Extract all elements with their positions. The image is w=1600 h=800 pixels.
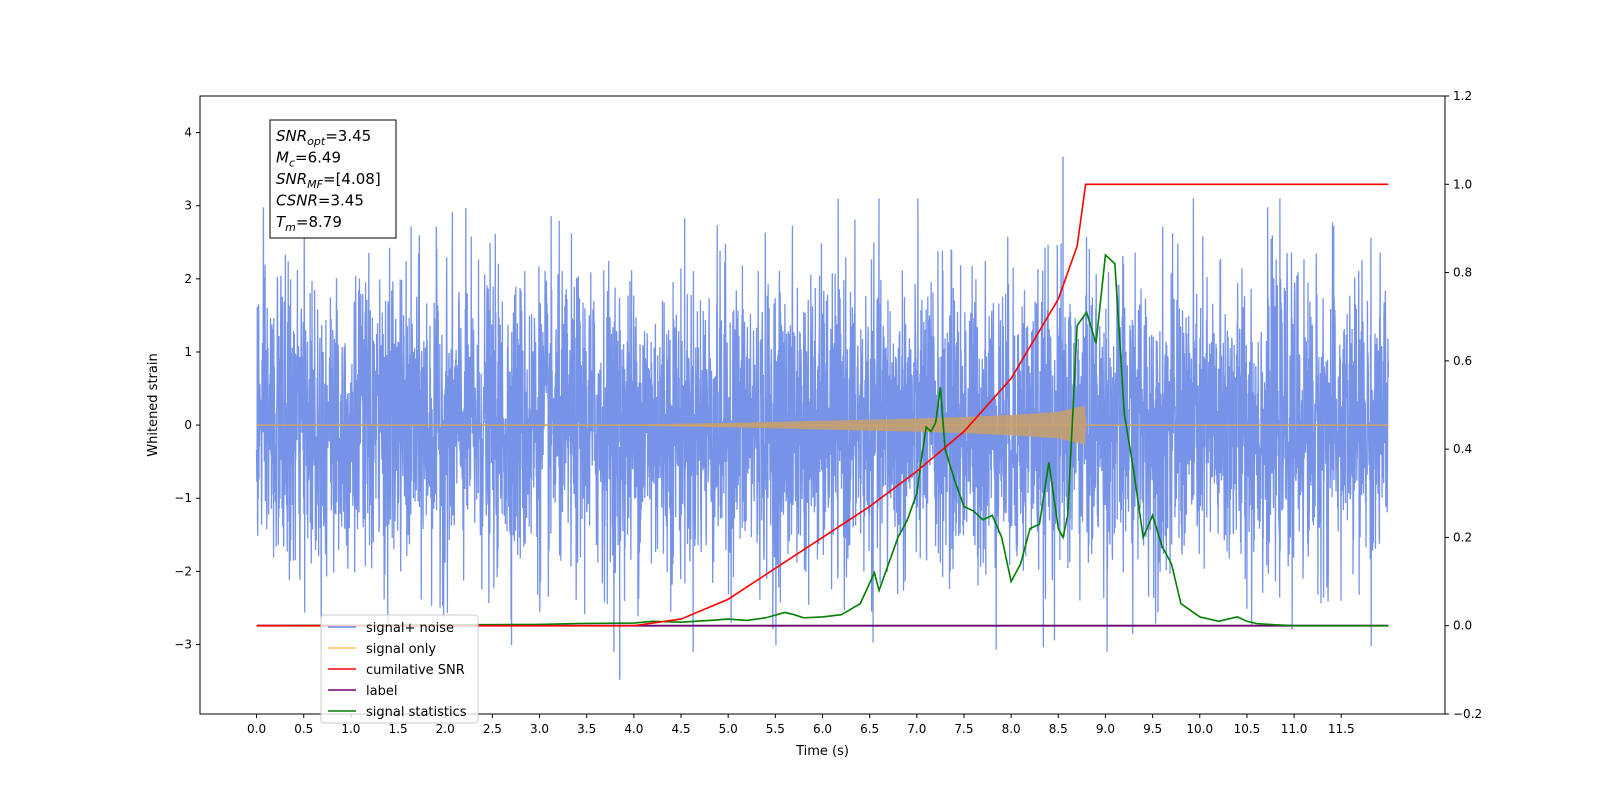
series-cumulative-snr bbox=[256, 183, 1389, 627]
x-tick-label: 2.5 bbox=[483, 722, 502, 736]
x-tick-label: 2.0 bbox=[436, 722, 455, 736]
x-tick-label: 1.5 bbox=[389, 722, 408, 736]
y-left-tick-label: 3 bbox=[184, 199, 192, 213]
x-tick-label: 3.5 bbox=[577, 722, 596, 736]
y-right-tick-label: 0.2 bbox=[1453, 530, 1472, 544]
x-tick-label: 9.0 bbox=[1096, 722, 1115, 736]
x-tick-label: 4.5 bbox=[671, 722, 690, 736]
x-tick-label: 0.5 bbox=[294, 722, 313, 736]
y-left-tick-label: −2 bbox=[174, 564, 192, 578]
x-tick-label: 8.0 bbox=[1002, 722, 1021, 736]
legend-entry: label bbox=[366, 684, 397, 699]
x-axis-label: Time (s) bbox=[795, 744, 849, 759]
y-right-tick-label: 0.0 bbox=[1453, 619, 1472, 633]
info-csnr: CSNR=3.45 bbox=[276, 192, 364, 210]
x-tick-label: 6.5 bbox=[860, 722, 879, 736]
info-snr-opt: SNRopt=3.45 bbox=[276, 127, 371, 148]
x-tick-label: 11.0 bbox=[1281, 722, 1308, 736]
plot-area bbox=[255, 156, 1390, 680]
info-mc: Mc=6.49 bbox=[276, 149, 341, 170]
legend-entry: cumilative SNR bbox=[366, 663, 465, 678]
y-right-tick-label: 0.8 bbox=[1453, 266, 1472, 280]
x-tick-label: 10.5 bbox=[1234, 722, 1261, 736]
y-right-tick-label: 1.2 bbox=[1453, 89, 1472, 103]
x-tick-label: 3.0 bbox=[530, 722, 549, 736]
legend-entry: signal only bbox=[366, 642, 436, 657]
y-right-tick-label: 0.4 bbox=[1453, 442, 1472, 456]
x-tick-label: 0.0 bbox=[247, 722, 266, 736]
x-tick-label: 6.0 bbox=[813, 722, 832, 736]
x-tick-label: 10.0 bbox=[1186, 722, 1213, 736]
axes: 0.0 0.5 1.0 1.5 2.0 2.5 3.0 3.5 4.0 4.5 5.0 5.5 6.0 6… bbox=[146, 89, 1482, 759]
info-tm: Tm=8.79 bbox=[276, 213, 342, 234]
y-left-tick-label: 2 bbox=[184, 272, 192, 286]
x-tick-label: 9.5 bbox=[1143, 722, 1162, 736]
y-left-tick-label: 1 bbox=[184, 345, 192, 359]
x-tick-label: 7.5 bbox=[954, 722, 973, 736]
x-tick-label: 5.5 bbox=[766, 722, 785, 736]
y-axis-label: Whitened strain bbox=[146, 353, 161, 456]
legend: signal+ noise signal only cumilative SNR la… bbox=[320, 614, 479, 724]
y-left-tick-label: −1 bbox=[174, 491, 192, 505]
series-signal-statistics bbox=[256, 253, 1389, 627]
x-tick-label: 7.0 bbox=[907, 722, 926, 736]
x-tick-label: 8.5 bbox=[1049, 722, 1068, 736]
y-left-tick-label: 0 bbox=[184, 418, 192, 432]
y-left-tick-label: −3 bbox=[174, 638, 192, 652]
y-right-tick-label: −0.2 bbox=[1453, 707, 1482, 721]
info-snr-mf: SNRMF=[4.08] bbox=[276, 170, 381, 191]
y-left-tick-label: 4 bbox=[184, 126, 192, 140]
legend-entry: signal statistics bbox=[366, 705, 467, 720]
x-tick-label: 1.0 bbox=[341, 722, 360, 736]
x-tick-label: 5.0 bbox=[719, 722, 738, 736]
series-signal-noise bbox=[255, 198, 1390, 652]
x-tick-label: 4.0 bbox=[624, 722, 643, 736]
y-right-tick-label: 0.6 bbox=[1453, 354, 1472, 368]
info-box-frame bbox=[269, 119, 397, 239]
legend-entry: signal+ noise bbox=[366, 621, 454, 636]
legend-frame bbox=[320, 614, 479, 724]
x-tick-label: 11.5 bbox=[1328, 722, 1355, 736]
y-right-tick-label: 1.0 bbox=[1453, 177, 1472, 191]
